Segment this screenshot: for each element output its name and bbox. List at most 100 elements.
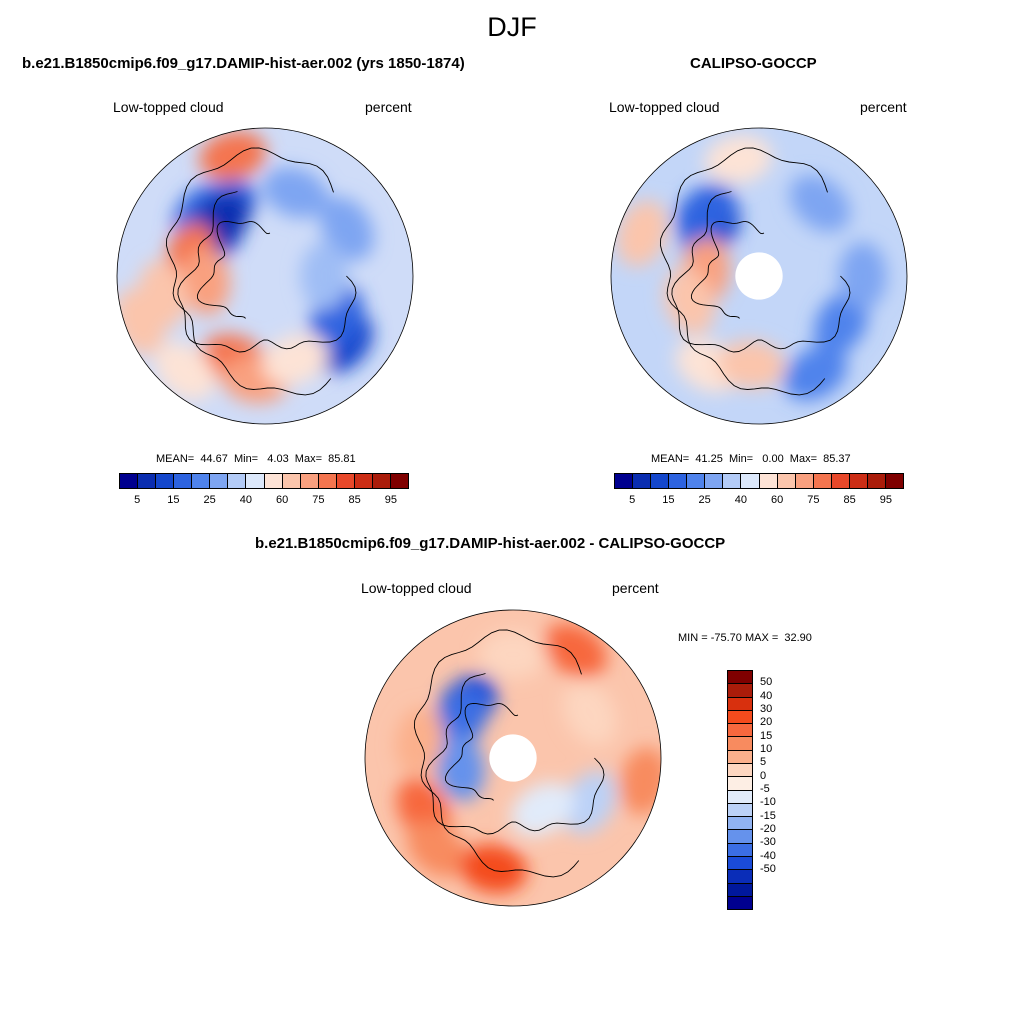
coastline [444, 702, 519, 801]
diff-polar-map [364, 609, 662, 907]
colorbar-swatch [728, 829, 752, 843]
colorbar-swatch [848, 474, 867, 488]
diff-colorbar [727, 670, 753, 910]
colorbar-tick-label: 15 [760, 729, 773, 742]
field-anomaly-region [510, 782, 575, 837]
colorbar-swatch [120, 474, 138, 488]
colorbar-tick-label: 85 [348, 494, 361, 506]
field-anomaly-region [563, 770, 617, 835]
diff-units-label: percent [612, 580, 659, 596]
field-anomaly-region [563, 681, 617, 746]
field-anomaly-region [616, 200, 668, 267]
colorbar-swatch [728, 749, 752, 763]
obs-panel-title: CALIPSO-GOCCP [690, 55, 817, 72]
field-anomaly-region [199, 131, 267, 181]
page-title: DJF [487, 12, 537, 42]
colorbar-swatch [728, 802, 752, 817]
colorbar-tick-label: 95 [879, 494, 892, 506]
colorbar-tick-label: 95 [384, 494, 397, 506]
colorbar-swatch [632, 474, 651, 488]
colorbar-tick-label: 15 [662, 494, 675, 506]
diff-colorbar-ticks: 50 40 30 20 15 10 5 0 -5 -10 -15 -20 -30 -40 -50 [760, 670, 800, 910]
coastline [413, 629, 582, 878]
colorbar-swatch [299, 474, 318, 488]
colorbar-tick-label: 10 [760, 743, 773, 755]
colorbar-tick-label: 60 [276, 494, 289, 506]
field-anomaly-region [300, 242, 349, 310]
coastline [165, 147, 334, 396]
colorbar-tick-label: 50 [760, 676, 773, 689]
map-boundary [116, 127, 414, 425]
colorbar-swatch [740, 474, 759, 488]
colorbar-swatch [728, 855, 752, 870]
field-anomaly-region [664, 268, 715, 335]
colorbar-swatch [728, 869, 752, 883]
colorbar-tick-label: -20 [760, 823, 776, 835]
model-variable-label: Low-topped cloud [113, 99, 224, 115]
obs-colorbar-ticks: 5 15 25 40 60 75 85 95 [614, 494, 904, 508]
colorbar-swatch [281, 474, 300, 488]
map-boundary [364, 609, 662, 907]
colorbar-tick-label: 40 [734, 494, 747, 506]
colorbar-tick-label: 60 [771, 494, 784, 506]
colorbar-swatch [173, 474, 192, 488]
coastline [196, 220, 271, 319]
colorbar-tick-label: -5 [760, 783, 770, 795]
field-anomaly-region [838, 242, 887, 310]
colorbar-swatch [335, 474, 354, 488]
colorbar-swatch [728, 842, 752, 856]
colorbar-swatch [615, 474, 633, 488]
colorbar-swatch [704, 474, 723, 488]
field-anomaly-region [717, 340, 786, 389]
field-anomaly-region [704, 135, 773, 184]
colorbar-swatch [728, 683, 752, 697]
colorbar-swatch [137, 474, 156, 488]
field-anomaly-region [789, 174, 851, 232]
coastline [690, 220, 765, 319]
colorbar-swatch [728, 736, 752, 750]
obs-polar-map [610, 127, 908, 425]
colorbar-swatch [317, 474, 336, 488]
colorbar-tick-label: 5 [760, 756, 767, 769]
coastline [177, 191, 357, 353]
map-boundary [610, 127, 908, 425]
colorbar-swatch [728, 789, 752, 803]
diff-variable-label: Low-topped cloud [361, 580, 472, 596]
field-anomaly-region [181, 247, 231, 316]
colorbar-tick-label: -15 [760, 809, 776, 822]
colorbar-tick-label: 30 [760, 703, 773, 715]
colorbar-tick-label: 75 [312, 494, 325, 506]
colorbar-tick-label: 75 [807, 494, 820, 506]
colorbar-tick-label: 85 [843, 494, 856, 506]
colorbar-swatch [728, 709, 752, 724]
field-anomaly-region [783, 346, 848, 401]
coastline [659, 147, 828, 396]
colorbar-swatch [728, 776, 752, 790]
colorbar-tick-label: 15 [167, 494, 180, 506]
colorbar-swatch [353, 474, 372, 488]
field-anomaly-region [431, 689, 488, 752]
colorbar-swatch [650, 474, 669, 488]
colorbar-tick-label: 25 [203, 494, 216, 506]
model-stats-text: MEAN= 44.67 Min= 4.03 Max= 85.81 [156, 453, 356, 465]
colorbar-swatch [668, 474, 687, 488]
colorbar-tick-label: 5 [629, 494, 636, 506]
colorbar-swatch [866, 474, 885, 488]
colorbar-tick-label: 40 [239, 494, 252, 506]
colorbar-swatch [245, 474, 264, 488]
diff-stats-text: MIN = -75.70 MAX = 32.90 [678, 632, 812, 644]
field-anomaly-region [320, 196, 374, 261]
colorbar-tick-label: 40 [760, 689, 773, 702]
model-colorbar [119, 473, 409, 489]
obs-variable-label: Low-topped cloud [609, 99, 720, 115]
field-anomaly-region [675, 183, 736, 242]
colorbar-swatch [389, 474, 408, 488]
colorbar-tick-label: 5 [134, 494, 141, 506]
colorbar-tick-label: -50 [760, 863, 776, 875]
colorbar-tick-label: 20 [760, 716, 773, 729]
colorbar-tick-label: -30 [760, 836, 776, 849]
colorbar-swatch [728, 895, 752, 910]
colorbar-swatch [722, 474, 741, 488]
colorbar-swatch [830, 474, 849, 488]
colorbar-swatch [758, 474, 777, 488]
